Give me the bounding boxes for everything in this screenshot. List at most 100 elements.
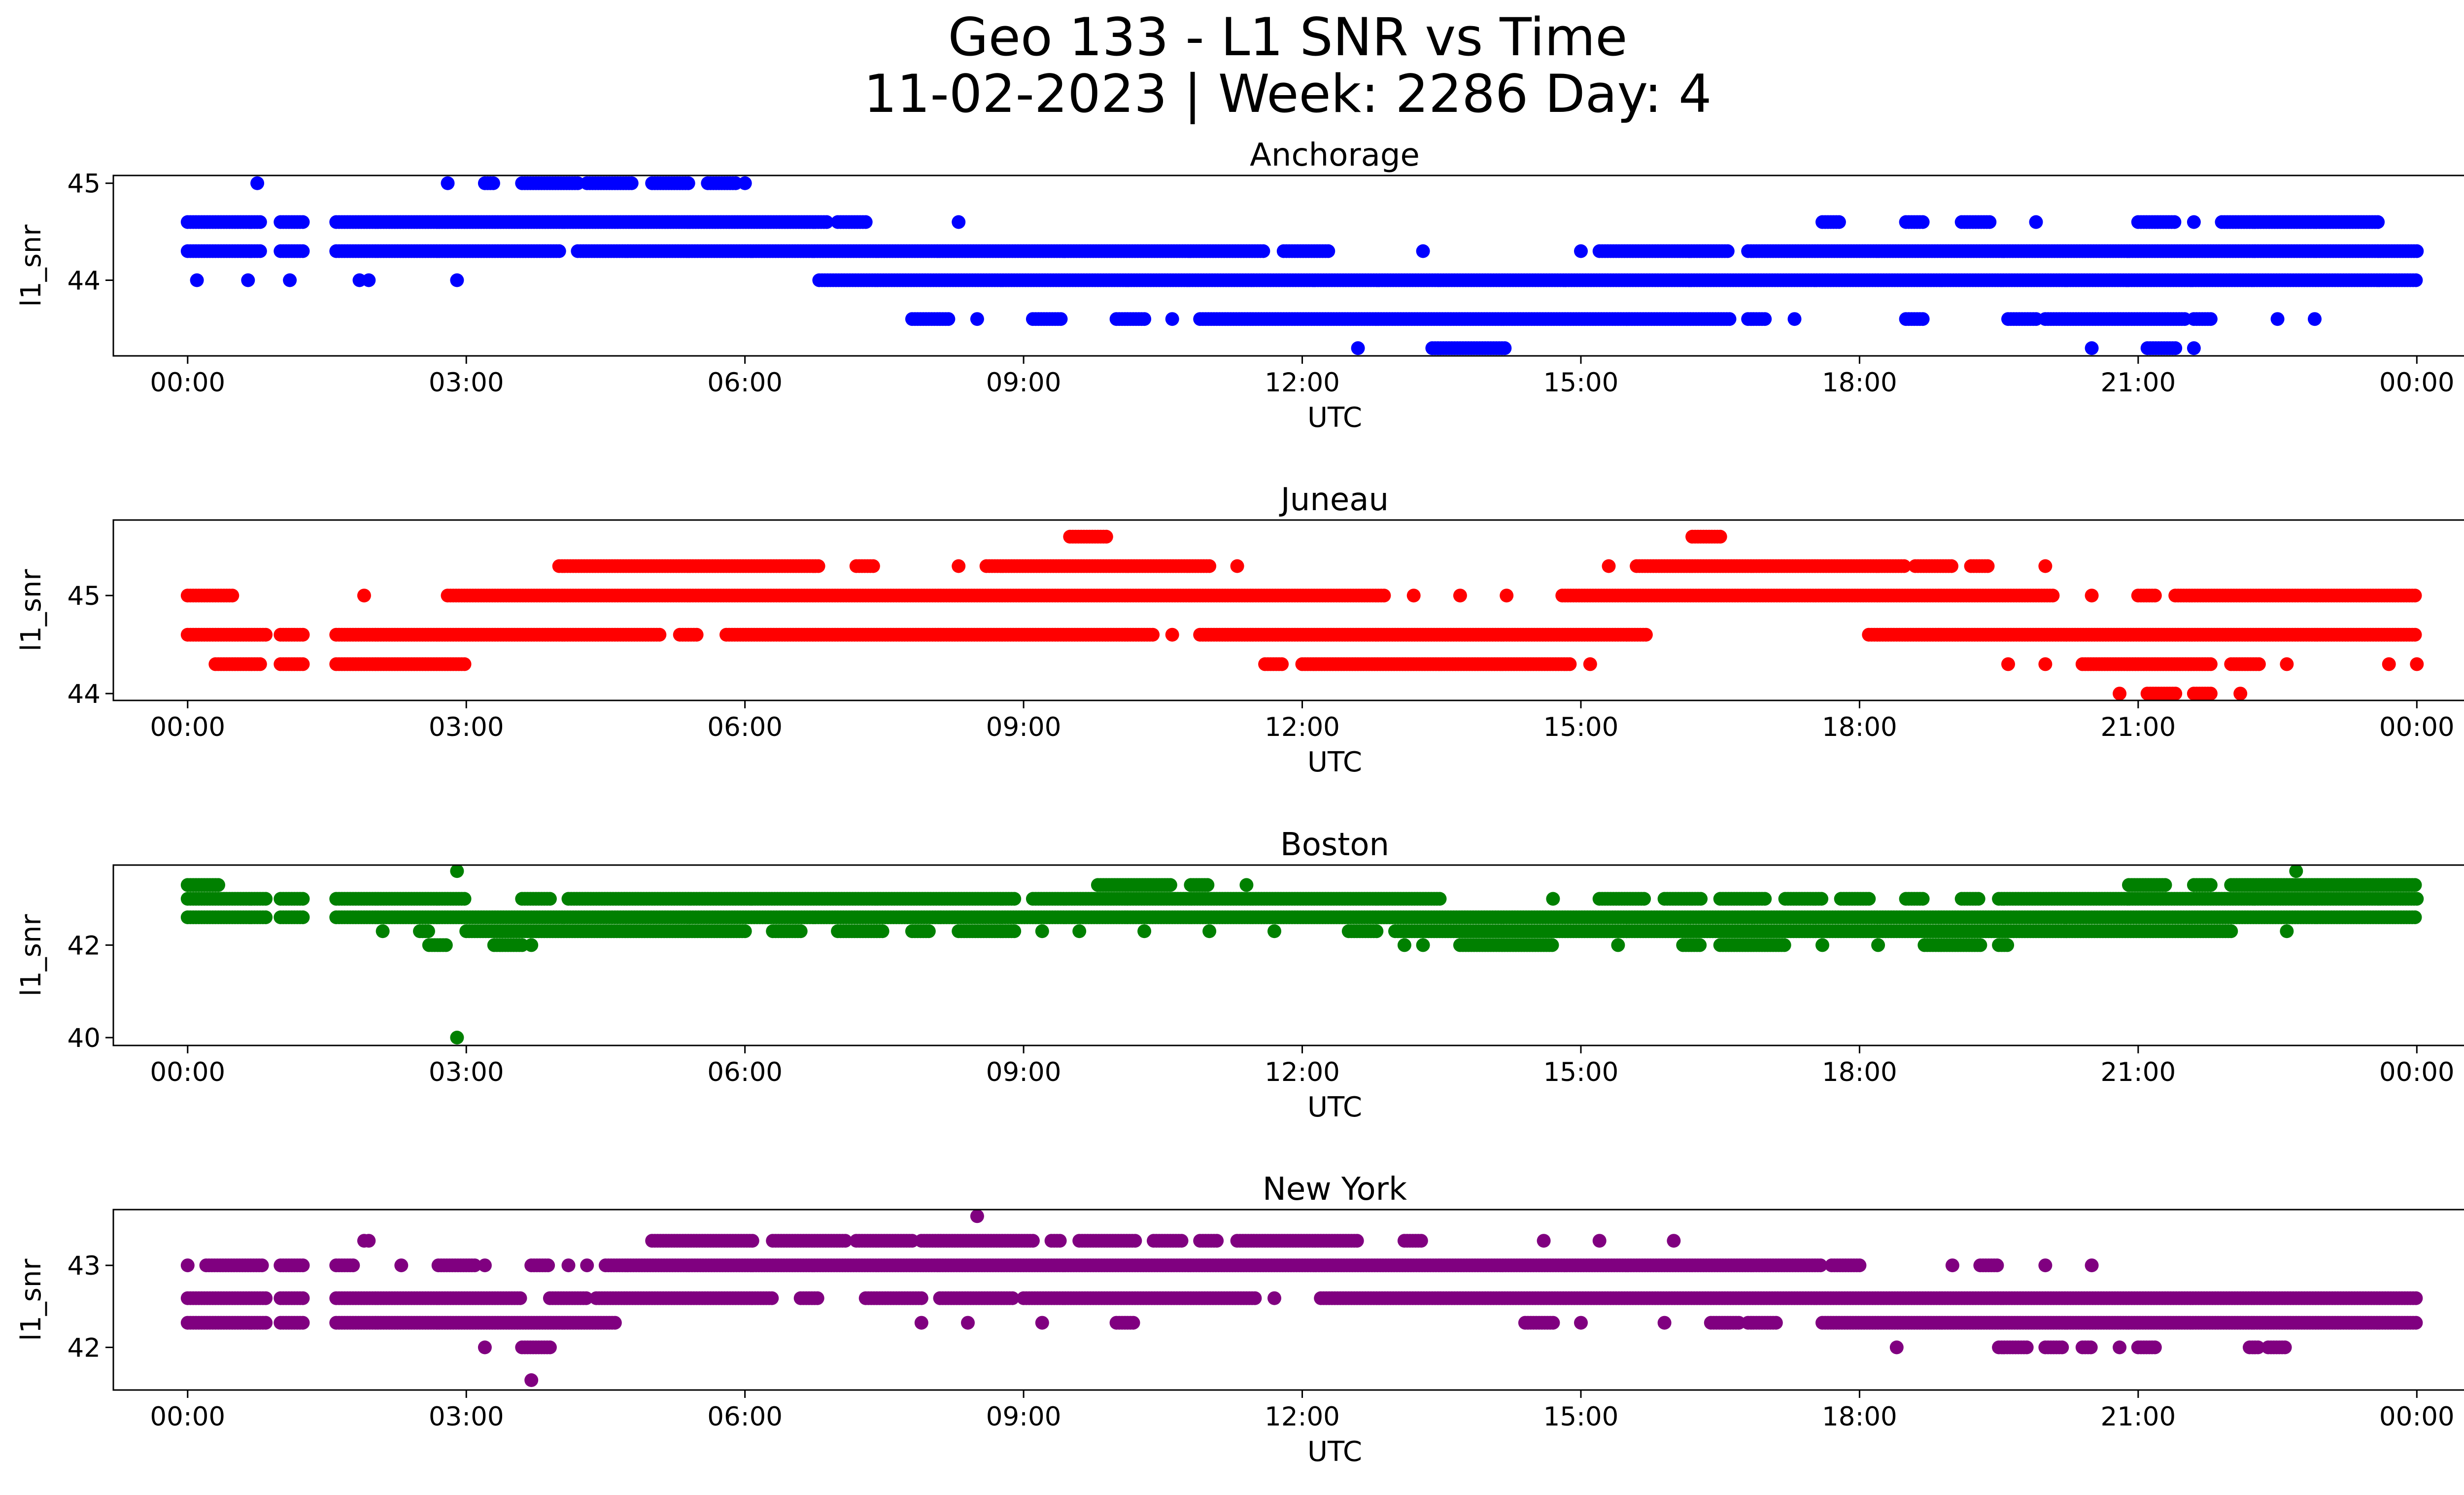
data-point <box>1453 589 1467 603</box>
data-point <box>1971 892 1985 906</box>
data-point <box>253 215 267 229</box>
y-tick-label: 44 <box>68 266 101 296</box>
data-point <box>1981 559 1995 573</box>
data-point <box>211 878 225 892</box>
data-point <box>1500 589 1514 603</box>
data-point <box>2203 312 2218 326</box>
data-point <box>1054 312 1068 326</box>
data-point <box>457 892 472 906</box>
x-axis-label: UTC <box>1307 402 1362 434</box>
data-point <box>2148 589 2162 603</box>
data-point <box>1916 215 1930 229</box>
data-point <box>296 215 310 229</box>
x-axis-label: UTC <box>1307 746 1362 778</box>
data-point <box>1639 627 1653 642</box>
data-point <box>1200 878 1215 892</box>
data-point <box>1758 892 1772 906</box>
data-point <box>2382 657 2396 671</box>
data-point <box>241 273 255 287</box>
data-point <box>2001 657 2015 671</box>
data-point <box>1574 244 1588 258</box>
data-point <box>1007 892 1022 906</box>
x-tick-label: 12:00 <box>1265 712 1340 742</box>
data-point <box>1787 312 1802 326</box>
x-tick-label: 21:00 <box>2100 712 2176 742</box>
data-point <box>652 627 667 642</box>
data-point <box>253 657 267 671</box>
data-point <box>296 627 310 642</box>
data-point <box>2410 244 2424 258</box>
data-point <box>1239 878 1254 892</box>
data-point <box>2046 589 2060 603</box>
panel-title: Anchorage <box>1250 137 1420 174</box>
x-tick-label: 00:00 <box>2379 368 2455 398</box>
data-point <box>362 273 376 287</box>
data-point <box>2308 312 2322 326</box>
data-point <box>1230 559 1244 573</box>
data-point <box>1814 892 1829 906</box>
data-point <box>1563 657 1577 671</box>
data-point <box>259 892 273 906</box>
data-point <box>1720 244 1735 258</box>
x-tick-label: 00:00 <box>150 368 225 398</box>
data-point <box>296 892 310 906</box>
data-point <box>1416 244 1430 258</box>
x-tick-label: 18:00 <box>1822 368 1897 398</box>
data-point <box>866 559 880 573</box>
data-point <box>1713 529 1727 544</box>
data-point <box>259 627 273 642</box>
data-point <box>1498 341 1512 355</box>
data-point <box>283 273 297 287</box>
x-tick-label: 03:00 <box>429 712 504 742</box>
data-point <box>1897 559 1911 573</box>
data-point <box>2280 657 2294 671</box>
data-point <box>2408 878 2422 892</box>
y-axis-label: l1_snr <box>15 569 47 652</box>
data-point <box>1275 657 1289 671</box>
x-tick-label: 09:00 <box>986 712 1061 742</box>
axes-frame <box>112 519 2464 701</box>
data-point <box>681 176 695 190</box>
data-point <box>952 215 966 229</box>
data-point <box>1321 244 1335 258</box>
data-point <box>2252 657 2266 671</box>
data-point <box>543 892 557 906</box>
panel-title: Juneau <box>1279 482 1389 518</box>
data-point <box>1202 559 1217 573</box>
data-point <box>2410 892 2424 906</box>
data-point <box>970 312 984 326</box>
data-point <box>250 176 265 190</box>
x-tick-label: 18:00 <box>1822 712 1897 742</box>
data-point <box>1256 244 1270 258</box>
data-point <box>820 215 834 229</box>
x-tick-label: 00:00 <box>2379 712 2455 742</box>
data-point <box>1916 892 1930 906</box>
data-point <box>225 589 240 603</box>
data-point <box>259 910 273 924</box>
data-point <box>2038 559 2053 573</box>
figure-title-line2: 11-02-2023 | Week: 2286 Day: 4 <box>864 64 1712 125</box>
data-point <box>2203 687 2218 700</box>
data-point <box>941 312 956 326</box>
data-point <box>2085 589 2099 603</box>
data-point <box>811 559 825 573</box>
data-point <box>1758 312 1772 326</box>
data-point <box>1351 341 1365 355</box>
data-point <box>1694 892 1708 906</box>
data-point <box>1433 892 1447 906</box>
data-point <box>2371 215 2385 229</box>
x-tick-label: 12:00 <box>1265 368 1340 398</box>
data-point <box>738 176 752 190</box>
data-point <box>2233 687 2248 700</box>
data-point <box>457 657 472 671</box>
data-point <box>1546 892 1560 906</box>
data-point <box>624 176 639 190</box>
data-point <box>2270 312 2285 326</box>
data-point <box>253 244 267 258</box>
data-point <box>2408 627 2422 642</box>
data-point <box>2168 341 2183 355</box>
data-point <box>1165 312 1179 326</box>
